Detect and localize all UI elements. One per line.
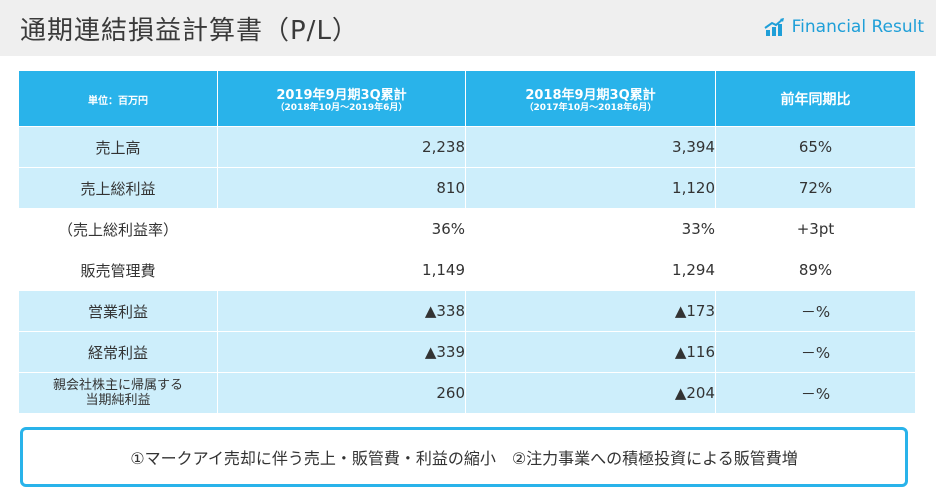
table-row: （売上総利益率） 36% 33% +3pt bbox=[18, 208, 916, 250]
table-row: 売上高 2,238 3,394 65% bbox=[18, 126, 916, 168]
yoy-value: －% bbox=[715, 372, 916, 414]
previous-value: ▲204 bbox=[465, 372, 716, 414]
table-row: 販売管理費 1,149 1,294 89% bbox=[18, 249, 916, 291]
note-box: ①マークアイ売却に伴う売上・販管費・利益の縮小 ②注力事業への積極投資による販管… bbox=[20, 427, 908, 487]
page-title: 通期連結損益計算書（P/L） bbox=[20, 16, 359, 46]
table-row: 営業利益 ▲338 ▲173 －% bbox=[18, 290, 916, 332]
table-row: 売上総利益 810 1,120 72% bbox=[18, 167, 916, 209]
current-value: 810 bbox=[217, 167, 466, 209]
yoy-value: 72% bbox=[715, 167, 916, 209]
header-current-period: 2019年9月期3Q累計 （2018年10月～2019年6月） bbox=[217, 70, 466, 127]
yoy-value: －% bbox=[715, 331, 916, 373]
previous-value: 1,294 bbox=[465, 249, 716, 291]
pl-table: 単位：百万円 2019年9月期3Q累計 （2018年10月～2019年6月） 2… bbox=[18, 70, 916, 414]
row-label: 販売管理費 bbox=[18, 249, 218, 291]
previous-value: 1,120 bbox=[465, 167, 716, 209]
current-value: 260 bbox=[217, 372, 466, 414]
current-value: 2,238 bbox=[217, 126, 466, 168]
header-previous-period: 2018年9月期3Q累計 （2017年10月～2018年6月） bbox=[465, 70, 716, 127]
current-value: ▲338 bbox=[217, 290, 466, 332]
chart-up-icon bbox=[764, 18, 784, 36]
table-header-row: 単位：百万円 2019年9月期3Q累計 （2018年10月～2019年6月） 2… bbox=[18, 70, 916, 127]
current-value: 36% bbox=[217, 208, 466, 250]
previous-value: ▲173 bbox=[465, 290, 716, 332]
yoy-value: －% bbox=[715, 290, 916, 332]
previous-value: 3,394 bbox=[465, 126, 716, 168]
row-label: 経常利益 bbox=[18, 331, 218, 373]
note-text: ①マークアイ売却に伴う売上・販管費・利益の縮小 ②注力事業への積極投資による販管… bbox=[130, 449, 798, 468]
yoy-value: 65% bbox=[715, 126, 916, 168]
table-row: 親会社株主に帰属する 当期純利益 260 ▲204 －% bbox=[18, 372, 916, 414]
yoy-value: +3pt bbox=[715, 208, 916, 250]
yoy-value: 89% bbox=[715, 249, 916, 291]
financial-result-badge: Financial Result bbox=[764, 17, 924, 37]
header-yoy: 前年同期比 bbox=[715, 70, 916, 127]
financial-result-label: Financial Result bbox=[791, 17, 924, 37]
previous-value: ▲116 bbox=[465, 331, 716, 373]
row-label: （売上総利益率） bbox=[18, 208, 218, 250]
row-label: 売上高 bbox=[18, 126, 218, 168]
previous-value: 33% bbox=[465, 208, 716, 250]
row-label: 売上総利益 bbox=[18, 167, 218, 209]
page-header: 通期連結損益計算書（P/L） Financial Result bbox=[0, 0, 936, 56]
header-unit: 単位：百万円 bbox=[18, 70, 218, 127]
row-label: 親会社株主に帰属する 当期純利益 bbox=[18, 372, 218, 414]
table-row: 経常利益 ▲339 ▲116 －% bbox=[18, 331, 916, 373]
row-label: 営業利益 bbox=[18, 290, 218, 332]
current-value: 1,149 bbox=[217, 249, 466, 291]
current-value: ▲339 bbox=[217, 331, 466, 373]
